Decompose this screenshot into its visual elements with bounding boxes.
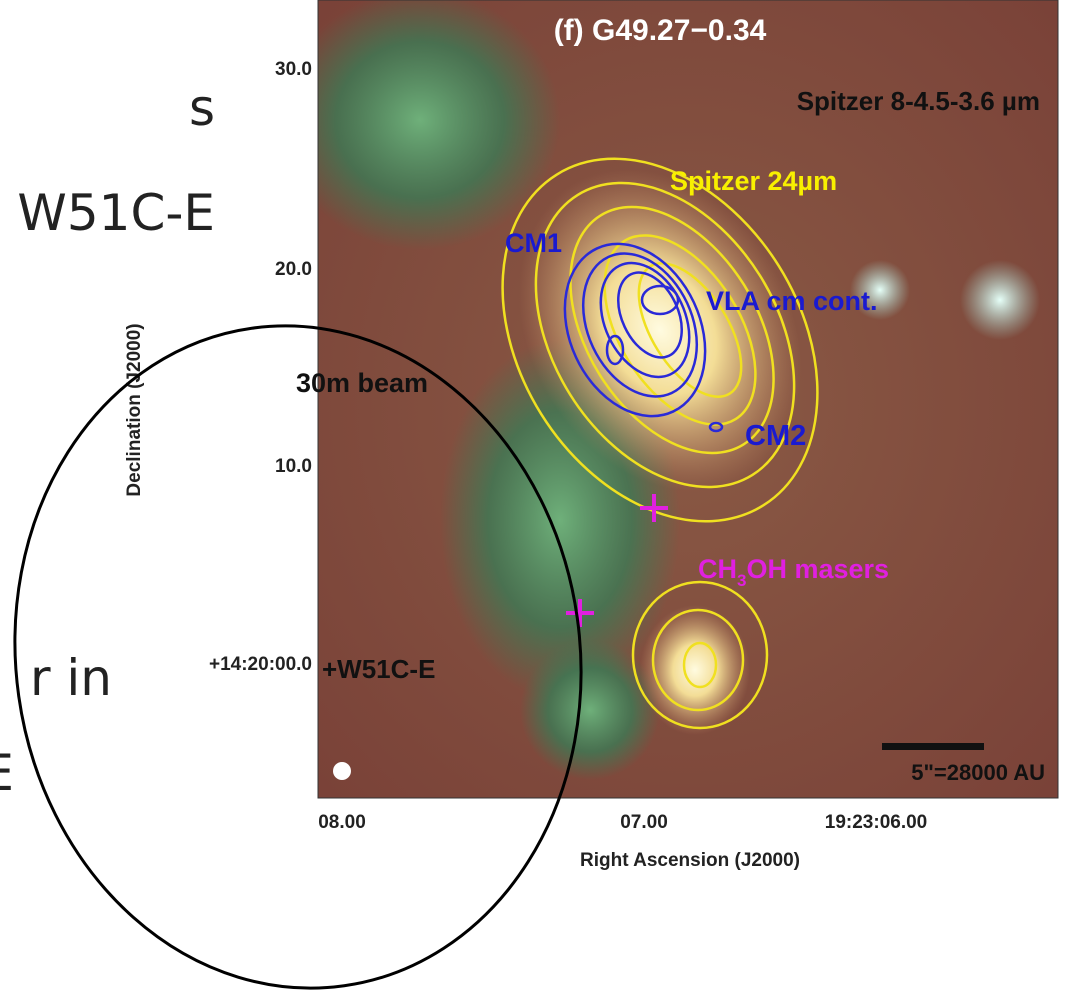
maser-label-part: OH masers xyxy=(746,554,889,584)
beam-label: 30m beam xyxy=(296,368,428,398)
x-tick-label: 07.00 xyxy=(620,812,668,833)
source-label: +W51C-E xyxy=(322,654,435,684)
y-tick-label: 30.0 xyxy=(275,59,312,80)
y-tick-label: 20.0 xyxy=(275,259,312,280)
cm1-label: CM1 xyxy=(505,228,562,258)
x-axis-label: Right Ascension (J2000) xyxy=(580,850,800,871)
slide-text: s xyxy=(189,79,215,137)
maser-label-sub: 3 xyxy=(737,571,746,590)
x-tick-label: 08.00 xyxy=(318,812,366,833)
slide-text: W51C-E xyxy=(17,184,215,242)
y-tick-label: 10.0 xyxy=(275,456,312,477)
slide-text: r in xyxy=(30,649,112,707)
slide: s W51C-E r in E (f) G49.27−0.34 Spitzer … xyxy=(0,0,1066,996)
x-tick-label: 19:23:06.00 xyxy=(825,812,927,833)
maser-label-part: CH xyxy=(698,554,737,584)
vla-label: VLA cm cont. xyxy=(706,286,878,316)
y-tick-label: +14:20:00.0 xyxy=(209,654,312,675)
slide-text: E xyxy=(0,744,14,802)
band-label: Spitzer 8-4.5-3.6 µm xyxy=(797,86,1040,116)
y-axis-label: Declination (J2000) xyxy=(124,323,145,496)
cm2-label: CM2 xyxy=(745,420,806,452)
scale-label: 5"=28000 AU xyxy=(911,760,1045,785)
contour-label: Spitzer 24µm xyxy=(670,166,837,196)
figure-title: (f) G49.27−0.34 xyxy=(554,14,767,47)
